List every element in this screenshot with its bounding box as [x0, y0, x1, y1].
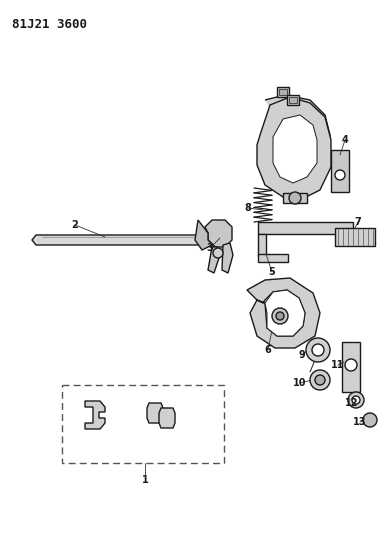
Circle shape [345, 359, 357, 371]
Circle shape [315, 375, 325, 385]
Text: 5: 5 [268, 267, 275, 277]
Circle shape [289, 192, 301, 204]
Bar [277, 87, 289, 97]
Text: 1: 1 [142, 475, 148, 485]
Polygon shape [32, 235, 218, 245]
Text: 8: 8 [244, 203, 251, 213]
Text: 9: 9 [299, 350, 305, 360]
Polygon shape [283, 193, 307, 203]
Circle shape [348, 392, 364, 408]
Text: 2: 2 [72, 220, 78, 230]
Circle shape [272, 308, 288, 324]
Text: 11: 11 [331, 360, 345, 370]
Polygon shape [147, 403, 163, 423]
Bar [287, 95, 299, 105]
Circle shape [310, 370, 330, 390]
Text: 7: 7 [355, 217, 361, 227]
Text: 3: 3 [207, 243, 213, 253]
Text: 13: 13 [353, 417, 367, 427]
Polygon shape [260, 95, 330, 195]
Text: 10: 10 [293, 378, 307, 388]
Bar [342, 342, 360, 392]
Bar [258, 254, 288, 262]
Bar [335, 228, 375, 246]
Polygon shape [265, 290, 305, 336]
Circle shape [363, 413, 377, 427]
Circle shape [213, 248, 223, 258]
Polygon shape [222, 243, 233, 273]
Circle shape [312, 344, 324, 356]
Bar [279, 89, 287, 95]
Polygon shape [205, 220, 232, 247]
Bar [258, 222, 353, 234]
Polygon shape [208, 247, 220, 273]
Polygon shape [257, 97, 331, 200]
Text: 81J21 3600: 81J21 3600 [12, 18, 87, 31]
Polygon shape [159, 408, 175, 428]
Circle shape [306, 338, 330, 362]
Polygon shape [195, 220, 215, 250]
Bar [62, 385, 224, 463]
Polygon shape [247, 278, 320, 348]
Text: 12: 12 [345, 398, 359, 408]
Circle shape [335, 170, 345, 180]
Bar [289, 97, 297, 103]
Bar [258, 234, 266, 256]
Text: 4: 4 [341, 135, 348, 145]
Polygon shape [85, 401, 105, 429]
Circle shape [352, 396, 360, 404]
Polygon shape [273, 115, 317, 183]
Bar [331, 150, 349, 192]
Circle shape [276, 312, 284, 320]
Text: 6: 6 [265, 345, 271, 355]
